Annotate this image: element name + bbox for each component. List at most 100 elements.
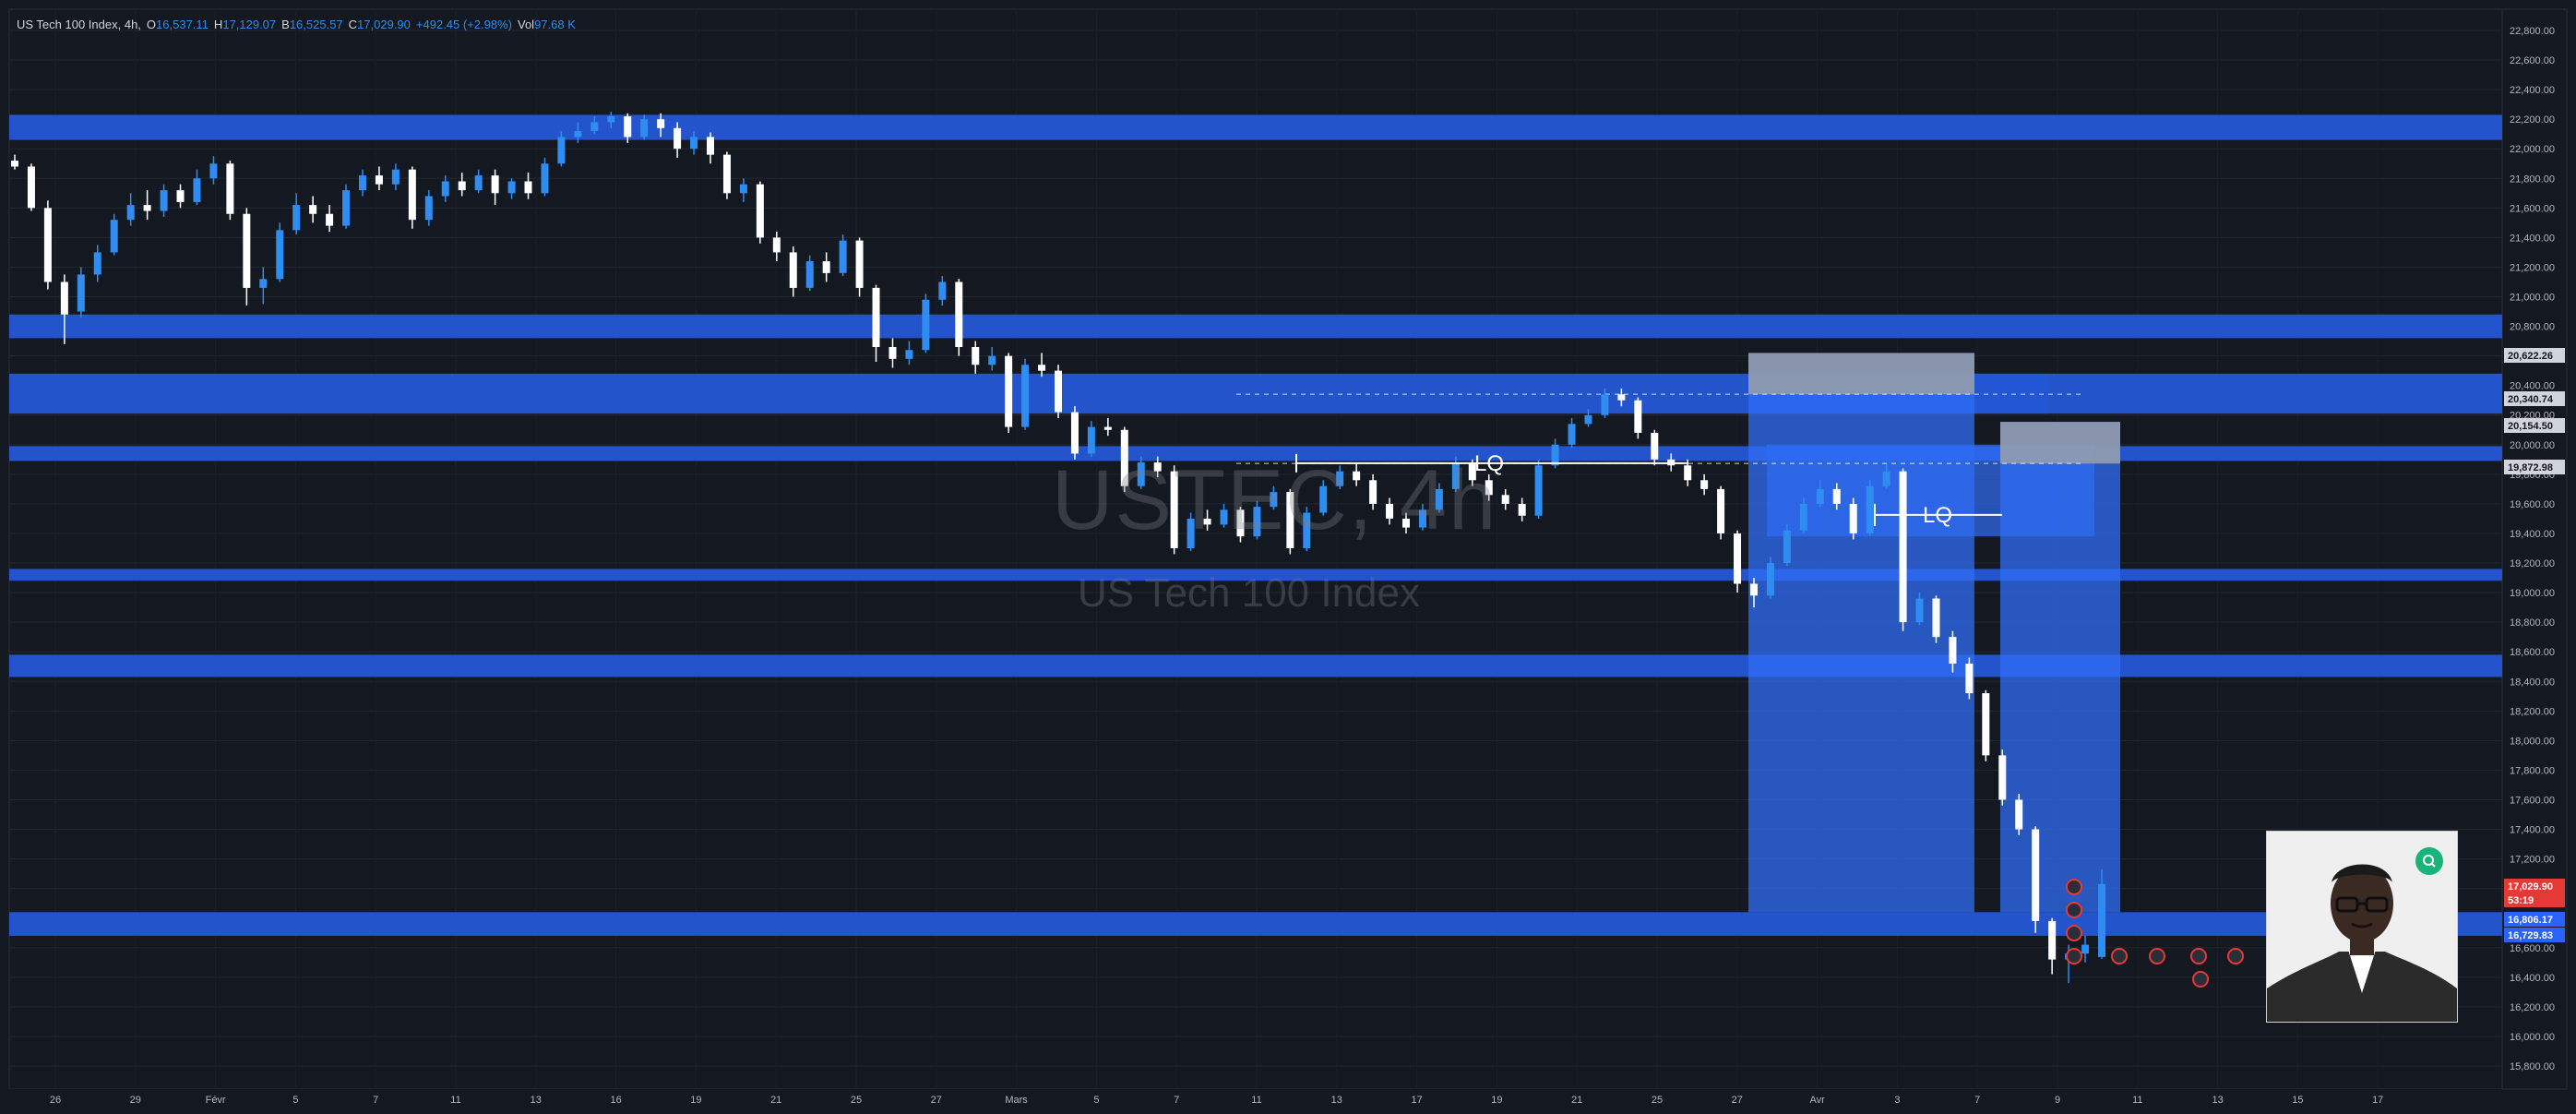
price-tag-label: 17,029.90 <box>2508 881 2553 892</box>
candle-body <box>441 181 449 197</box>
candle-body <box>1070 412 1079 454</box>
candle-body <box>309 205 317 214</box>
y-tick-label: 19,200.00 <box>2510 558 2555 569</box>
candle-body <box>1485 480 1493 496</box>
candle-body <box>805 261 814 288</box>
candle-body <box>1899 471 1907 623</box>
price-tag-label: 53:19 <box>2508 895 2534 906</box>
watermark-symbol: USTEC, 4h <box>1052 453 1498 547</box>
y-tick-label: 21,800.00 <box>2510 174 2555 185</box>
event-marker-icon <box>2066 948 2082 964</box>
change-value: +492.45 (+2.98%) <box>415 17 512 31</box>
zone-band <box>9 114 2502 140</box>
candle-body <box>541 163 549 194</box>
x-tick-label: 5 <box>1093 1095 1099 1106</box>
open-value: 16,537.11 <box>156 17 209 31</box>
y-tick-label: 17,400.00 <box>2510 825 2555 836</box>
price-tag <box>2504 418 2565 433</box>
candle-body <box>143 205 151 211</box>
zone-band <box>9 314 2502 339</box>
candle-body <box>1832 488 1841 504</box>
candle-body <box>1717 488 1725 533</box>
candle-body <box>1750 583 1758 596</box>
x-tick-label: 19 <box>690 1095 701 1106</box>
candle-body <box>1998 755 2007 800</box>
candle-body <box>988 355 996 365</box>
price-tag <box>2504 460 2565 474</box>
candle-body <box>1103 426 1112 430</box>
candle-body <box>1353 471 1361 481</box>
candle-body <box>707 137 714 155</box>
candle-body <box>491 175 499 194</box>
x-tick-label: 11 <box>1251 1095 1261 1106</box>
range-box <box>1748 353 1974 913</box>
candle-body <box>1369 480 1377 504</box>
candle-body <box>607 115 615 123</box>
candle-body <box>1551 444 1559 466</box>
candle-body <box>1386 503 1394 519</box>
event-marker-icon <box>2190 948 2207 964</box>
candle-body <box>43 208 52 282</box>
price-tag <box>2504 892 2565 907</box>
candle-body <box>922 299 930 351</box>
candle-body <box>1021 365 1030 427</box>
x-tick-label: 21 <box>770 1095 781 1106</box>
y-tick-label: 15,800.00 <box>2510 1061 2555 1072</box>
candle-body <box>524 181 532 194</box>
x-tick-label: 13 <box>531 1095 542 1106</box>
y-tick-label: 19,000.00 <box>2510 588 2555 599</box>
event-marker-icon <box>2066 925 2082 941</box>
candle-body <box>110 220 118 253</box>
x-tick-label: 17 <box>1411 1095 1422 1106</box>
candle-body <box>176 190 185 202</box>
y-tick-label: 16,200.00 <box>2510 1002 2555 1013</box>
x-tick-label: 29 <box>130 1095 141 1106</box>
close-label: C <box>348 17 358 31</box>
x-tick-label: 17 <box>2372 1095 2383 1106</box>
candle-body <box>1336 471 1344 486</box>
x-tick-label: 21 <box>1571 1095 1582 1106</box>
x-tick-label: Avr <box>1809 1095 1825 1106</box>
candle-body <box>674 127 682 150</box>
candle-body <box>1286 492 1294 548</box>
candle-body <box>342 190 351 226</box>
candle-body <box>624 115 632 138</box>
candle-body <box>640 119 649 138</box>
x-tick-label: Mars <box>1005 1095 1028 1106</box>
y-tick-label: 20,800.00 <box>2510 322 2555 333</box>
candle-body <box>1451 462 1460 489</box>
zone-band <box>9 912 2502 936</box>
price-tag <box>2504 912 2565 927</box>
candle-body <box>1055 370 1062 413</box>
candle-body <box>972 347 980 365</box>
y-tick-label: 18,400.00 <box>2510 677 2555 688</box>
y-tick-label: 21,200.00 <box>2510 262 2555 273</box>
candle-body <box>722 154 731 194</box>
x-tick-label: 7 <box>373 1095 378 1106</box>
candle-body <box>855 240 864 288</box>
x-tick-label: 25 <box>1652 1095 1663 1106</box>
candle-body <box>574 130 582 138</box>
verified-badge-icon[interactable] <box>2415 847 2443 875</box>
candle-body <box>1468 462 1476 481</box>
y-tick-label: 19,600.00 <box>2510 499 2555 510</box>
candle-body <box>1866 485 1874 533</box>
low-label: B <box>281 17 290 31</box>
candle-body <box>739 184 747 194</box>
x-tick-label: 15 <box>2292 1095 2303 1106</box>
y-tick-label: 19,400.00 <box>2510 529 2555 540</box>
candle-body <box>1982 693 1990 756</box>
candle-body <box>1816 488 1824 504</box>
candle-body <box>1253 507 1261 537</box>
zone-band <box>9 654 2502 677</box>
event-marker-icon <box>2227 948 2244 964</box>
candle-body <box>1799 503 1807 531</box>
event-marker-icon <box>2111 948 2128 964</box>
low-value: 16,525.57 <box>289 17 343 31</box>
candle-body <box>1534 465 1543 516</box>
lq-label: LQ <box>1923 503 1952 528</box>
candle-body <box>1584 414 1592 425</box>
candle-body <box>292 205 301 231</box>
